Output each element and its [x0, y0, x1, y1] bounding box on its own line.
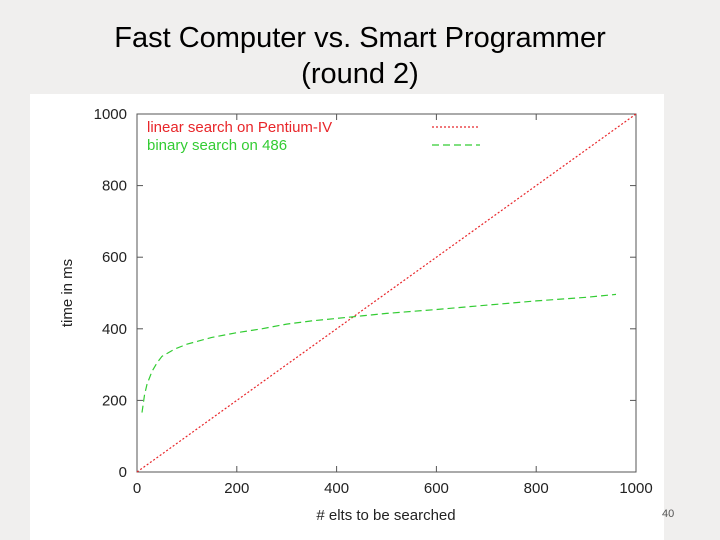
page-number: 40: [662, 508, 675, 520]
y-tick-label: 0: [119, 464, 127, 481]
plot-frame: [136, 113, 637, 473]
y-tick-label: 600: [102, 249, 127, 266]
x-tick-label: 0: [133, 480, 141, 497]
x-tick-label: 400: [324, 480, 349, 497]
y-tick-label: 800: [102, 178, 127, 195]
x-tick-label: 600: [424, 480, 449, 497]
slide-title-line-1: Fast Computer vs. Smart Programmer: [114, 22, 606, 54]
x-tick-label: 1000: [619, 480, 652, 497]
plot-panel: 0 200 400 600 800 1000 0 200 400 600 800 1000 linea…: [30, 94, 664, 540]
series-line-2: [141, 293, 617, 413]
legend-label-2: binary search on 486: [147, 137, 287, 154]
slide-title: Fast Computer vs. Smart Programmer (roun…: [0, 20, 720, 92]
x-axis-label: # elts to be searched: [316, 507, 455, 524]
line-chart: 0 200 400 600 800 1000 0 200 400 600 800 1000 linea…: [59, 106, 653, 524]
legend-label-1: linear search on Pentium-IV: [147, 119, 332, 136]
y-axis-label: time in ms: [59, 259, 76, 327]
y-tick-label: 400: [102, 321, 127, 338]
y-tick-label: 200: [102, 392, 127, 409]
x-tick-label: 200: [224, 480, 249, 497]
x-tick-label: 800: [524, 480, 549, 497]
series-line-1: [136, 113, 637, 473]
y-tick-label: 1000: [94, 106, 127, 123]
slide-title-line-2: (round 2): [301, 58, 419, 90]
